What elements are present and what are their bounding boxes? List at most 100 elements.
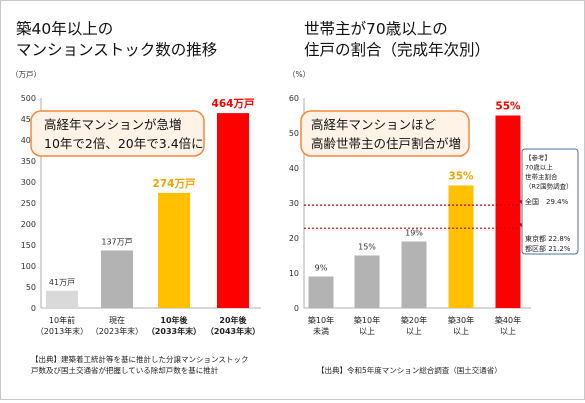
left-source-note-line: 【出典】建築着工統計等を基に推計した分譲マンションストック	[31, 354, 248, 364]
left-y-tick-label: 50	[26, 283, 36, 292]
right-bar	[308, 276, 334, 308]
left-y-tick-label: 100	[21, 262, 36, 271]
left-y-tick-label-line: 0	[31, 304, 36, 313]
right-bar	[354, 255, 380, 308]
right-x-tick-label-line: 未満	[313, 326, 329, 336]
right-x-tick-label: 築10年未満	[308, 315, 334, 336]
left-x-tick-label: 現在（2023年末）	[91, 315, 143, 336]
right-bar	[448, 185, 474, 308]
left-callout-box	[30, 110, 205, 157]
right-y-tick-label-line: 10	[289, 269, 299, 278]
right-reference-tokyo-line: 東京都 22.8%	[525, 234, 571, 243]
left-y-tick-label: 450	[21, 115, 36, 124]
left-y-axis-label: （万戸）	[11, 70, 41, 79]
left-y-tick-label-line: 400	[21, 136, 36, 145]
left-bar-value-label-line: 41万戸	[49, 278, 75, 287]
right-y-tick-label-line: 40	[289, 164, 299, 173]
left-x-tick-label-line: （2013年末）	[36, 326, 88, 336]
right-x-tick-label: 築40年以上	[495, 315, 521, 336]
right-bar	[495, 115, 521, 308]
left-y-tick-label: 150	[21, 241, 36, 250]
left-x-tick-label-line: （2033年末）	[147, 326, 201, 336]
right-reference-heading-line: （R2国勢調査）	[525, 182, 573, 191]
left-callout-text-line: 高経年マンションが急増	[44, 117, 182, 132]
right-callout-text-line: 高齢世帯主の住戸割合が増	[311, 136, 461, 151]
right-y-tick-label: 40	[289, 164, 299, 173]
left-x-tick-label-line: （2043年末）	[206, 326, 260, 336]
right-y-tick-label: 10	[289, 269, 299, 278]
left-chart-title-line: 築40年以上の	[16, 20, 113, 38]
left-y-tick-label: 300	[21, 178, 36, 187]
left-callout-text-line: 10年で2倍、20年で3.4倍に	[44, 136, 204, 151]
left-chart-title-line: マンションストック数の推移	[16, 41, 217, 59]
right-bar-value-label-line: 35%	[448, 171, 474, 183]
right-x-tick-label-line: 築40年	[495, 315, 521, 325]
right-y-tick-label-line: 0	[294, 304, 299, 313]
right-x-tick-label: 築20年以上	[401, 315, 427, 336]
left-x-tick-label-line: 10年前	[49, 315, 75, 325]
right-y-tick-label: 30	[289, 199, 299, 208]
right-bar-value-label-line: 15%	[358, 243, 376, 252]
left-callout-text: 高経年マンションが急増 10年で2倍、20年で3.4倍に	[44, 117, 204, 151]
right-x-tick-label-line: 以上	[453, 327, 469, 336]
left-x-tick-label-line: （2023年末）	[91, 326, 143, 336]
right-y-tick-label: 60	[289, 94, 299, 103]
left-y-tick-label: 200	[21, 220, 36, 229]
right-chart-title-line: 世帯主が70歳以上の	[304, 20, 448, 38]
right-x-tick-label-line: 築30年	[448, 315, 474, 325]
right-x-tick-label: 築10年以上	[354, 315, 380, 336]
right-y-tick-label: 20	[289, 234, 299, 243]
left-bar-value-label: 274万戸	[153, 178, 196, 190]
left-bar	[217, 113, 249, 309]
right-bar-value-label: 9%	[315, 264, 328, 273]
right-bar	[401, 241, 427, 308]
right-y-tick-label: 0	[294, 304, 299, 313]
right-y-axis-label-line: （%）	[288, 70, 310, 79]
right-source-note: 【出典】令和5年度マンション総合調査（国土交通省）	[317, 365, 502, 375]
right-bar-value-label-line: 55%	[495, 101, 521, 113]
right-bar-value-label: 15%	[358, 243, 376, 252]
right-source-note-line: 【出典】令和5年度マンション総合調査（国土交通省）	[317, 365, 502, 375]
right-bar-value-label: 35%	[448, 171, 474, 183]
right-reference-heading-line: 70歳以上	[525, 163, 553, 172]
left-bar-value-label: 41万戸	[49, 278, 75, 287]
left-y-tick-label-line: 250	[21, 199, 36, 208]
right-x-tick-label-line: 以上	[406, 327, 422, 336]
right-y-tick-label-line: 20	[289, 234, 299, 243]
right-bar-value-label-line: 9%	[315, 264, 328, 273]
right-callout-box	[300, 110, 470, 157]
left-y-tick-label-line: 100	[21, 262, 36, 271]
left-x-tick-label: 10年後（2033年末）	[147, 315, 201, 336]
right-bar-value-label-line: 19%	[405, 229, 423, 238]
left-y-axis-label-line: （万戸）	[11, 70, 41, 79]
right-reference-wards: 都区部 21.2%	[525, 244, 571, 253]
right-x-tick-label-line: 以上	[359, 327, 375, 336]
left-y-tick-label: 400	[21, 136, 36, 145]
left-bar	[158, 192, 190, 308]
right-y-tick-label-line: 30	[289, 199, 299, 208]
right-x-tick-label-line: 以上	[500, 327, 516, 336]
left-source-note-line: 戸数及び国土交通省が把握している除却戸数を基に推計	[31, 365, 219, 375]
left-y-tick-label: 0	[31, 304, 36, 313]
right-chart-title: 世帯主が70歳以上の住戸の割合（完成年次別）	[304, 20, 490, 59]
left-chart-title: 築40年以上のマンションストック数の推移	[16, 20, 217, 59]
left-bar-value-label: 464万戸	[212, 98, 255, 110]
right-x-tick-label: 築30年以上	[448, 315, 474, 336]
left-x-tick-label-line: 現在	[109, 315, 125, 325]
left-bar-value-label-line: 464万戸	[212, 98, 255, 110]
right-y-tick-label-line: 50	[289, 129, 299, 138]
right-bar-value-label: 55%	[495, 101, 521, 113]
left-bar	[46, 290, 78, 308]
left-x-tick-label: 10年前（2013年末）	[36, 315, 88, 336]
left-bar-value-label: 137万戸	[101, 237, 132, 246]
left-y-tick-label-line: 200	[21, 220, 36, 229]
left-x-tick-label-line: 20年後	[219, 315, 247, 325]
right-x-tick-label-line: 築10年	[354, 315, 380, 325]
right-reference-heading-line: 【参考】	[525, 153, 551, 162]
left-x-tick-label-line: 10年後	[160, 315, 188, 325]
right-reference-tokyo: 東京都 22.8%	[525, 234, 571, 243]
left-y-tick-label: 350	[21, 157, 36, 166]
right-reference-national-line: 全国 29.4%	[525, 197, 569, 206]
left-source-note: 【出典】建築着工統計等を基に推計した分譲マンションストック戸数及び国土交通省が把…	[31, 354, 248, 375]
